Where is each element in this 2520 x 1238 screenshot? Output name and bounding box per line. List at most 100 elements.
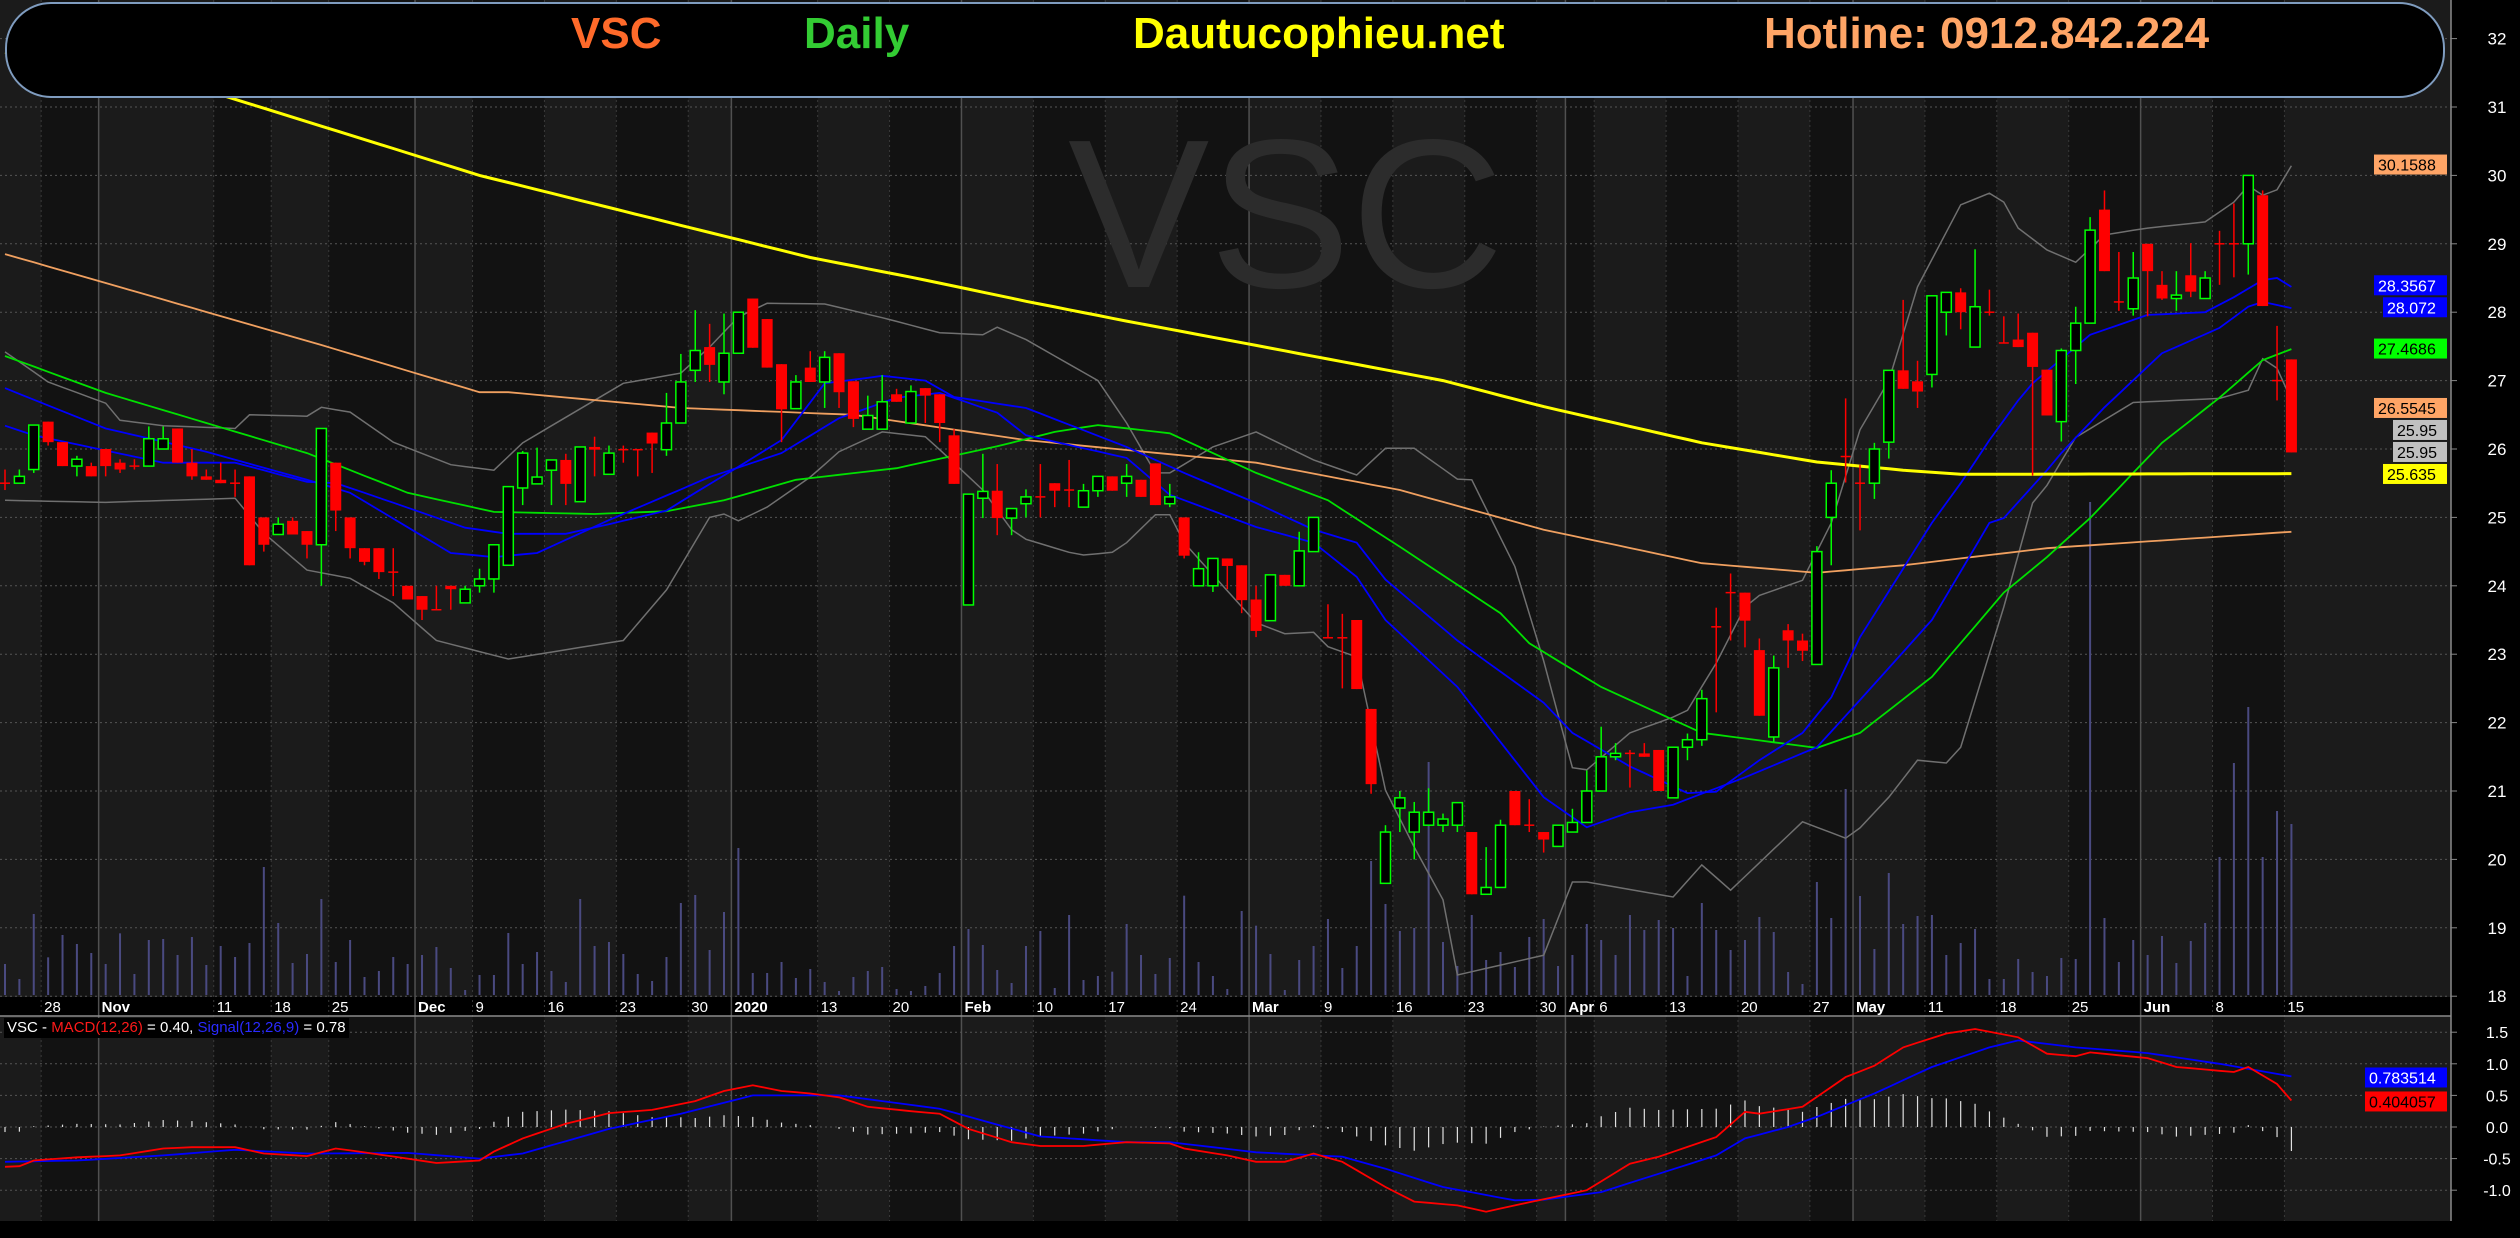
candle-body (1408, 811, 1420, 833)
candle-body (1451, 801, 1464, 826)
candle (2098, 190, 2110, 272)
candle (2055, 348, 2068, 442)
candle (215, 462, 227, 484)
candle-body (2098, 209, 2110, 272)
candle (919, 388, 931, 424)
x-axis-band (0, 997, 2451, 1016)
candle (545, 459, 558, 506)
volume-bar (162, 939, 165, 995)
candle-body (1566, 821, 1579, 833)
candle-body (818, 356, 831, 383)
header-symbol: VSC (571, 9, 662, 58)
date-axis-label: 10 (1036, 999, 1053, 1016)
candle-body (215, 479, 227, 484)
volume-bar (1298, 960, 1301, 995)
candle (589, 436, 601, 477)
volume-bar (607, 942, 610, 995)
volume-bar (47, 957, 50, 995)
candle-body (560, 459, 572, 484)
volume-bar (1398, 931, 1401, 995)
blue-ma-line-b (4, 300, 2292, 829)
candle-body (1049, 483, 1061, 491)
candle-body (732, 311, 745, 354)
volume-bar (852, 977, 855, 995)
candle (2242, 174, 2255, 275)
candle-body (589, 446, 601, 450)
candle (2257, 190, 2269, 307)
candle (2170, 271, 2183, 311)
bollinger-upper-line (4, 165, 2293, 771)
volume-bar (2276, 811, 2279, 995)
volume-bar (1614, 955, 1617, 995)
bottom-band (0, 1221, 2520, 1238)
week-shading-band (2068, 0, 2141, 997)
volume-bar (1269, 954, 1272, 995)
candle-body (761, 319, 773, 368)
candle-body (1293, 550, 1305, 587)
candle (445, 585, 457, 610)
macd-axis-label: 1.5 (2486, 1025, 2508, 1042)
candle-body (330, 462, 342, 511)
candle-body (891, 394, 903, 402)
volume-bar (2204, 923, 2207, 995)
candle-body (287, 520, 299, 535)
candle (1811, 546, 1823, 666)
week-shading-band (731, 1016, 818, 1221)
candle (2228, 203, 2239, 278)
candle (2012, 313, 2024, 348)
candle-body (473, 578, 486, 587)
volume-bar (2247, 707, 2250, 995)
volume-bar (61, 935, 64, 995)
candle (1782, 624, 1794, 668)
price-value-tag-text: 30.1588 (2378, 158, 2436, 175)
candle-body (2041, 369, 2053, 416)
candle (560, 453, 572, 506)
candle-body (790, 381, 802, 410)
candle-body (2127, 277, 2139, 310)
candle-body (1120, 475, 1133, 484)
price-value-tag-background (2374, 338, 2447, 359)
volume-bar (780, 962, 783, 995)
week-shading-band (1320, 0, 1393, 997)
price-axis-label: 20 (2488, 850, 2507, 869)
candle (1279, 574, 1291, 586)
price-axis-label: 21 (2488, 782, 2507, 801)
macd-value-tag: 0.783514 (2365, 1067, 2447, 1088)
candle (1653, 749, 1665, 791)
candle (1077, 483, 1090, 508)
candle-body (1667, 746, 1679, 799)
volume-bar (1930, 915, 1933, 995)
volume-bar (1542, 919, 1545, 995)
candle (301, 531, 313, 559)
volume-bar (1226, 989, 1229, 995)
candle (1767, 655, 1780, 742)
candle (1351, 620, 1363, 690)
candle (243, 476, 255, 566)
candle (2156, 271, 2168, 300)
candle-body (502, 485, 515, 567)
volume-bar (924, 986, 927, 995)
volume-bar (2089, 502, 2092, 995)
candle (1552, 824, 1564, 848)
candle (934, 394, 946, 443)
volume-bar (2261, 857, 2264, 995)
candle (1437, 813, 1449, 833)
header-interval[interactable]: Daily (804, 9, 910, 58)
volume-bar (1715, 930, 1718, 995)
candle-body (1739, 592, 1751, 621)
volume-bar (1801, 984, 1804, 995)
candle-body (1609, 752, 1622, 758)
volume-bar (737, 848, 740, 995)
candle (1480, 847, 1492, 896)
week-shading-band (1565, 1016, 1595, 1221)
volume-bar (651, 981, 654, 995)
volume-bar (1355, 946, 1358, 995)
volume-bar (881, 967, 884, 995)
date-axis-label: 20 (1741, 999, 1758, 1016)
week-shading-band (1177, 0, 1250, 997)
candle (502, 485, 515, 567)
week-shading-band (731, 0, 818, 997)
candle-body (258, 517, 270, 545)
